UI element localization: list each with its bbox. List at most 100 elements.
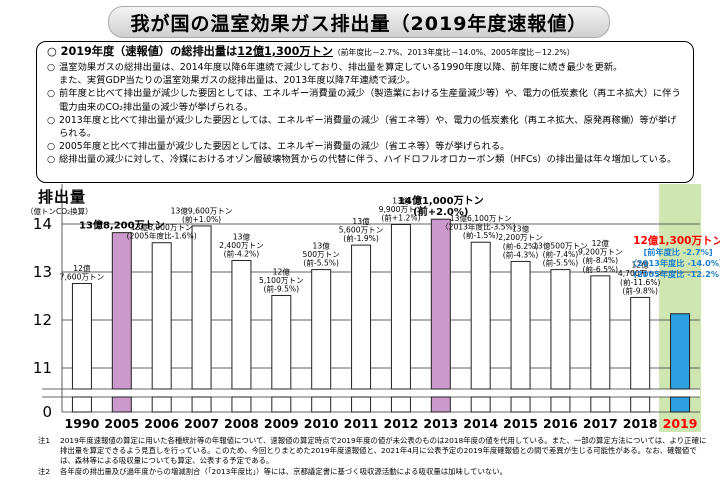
y-tick-label: 11 (33, 359, 52, 377)
bar-data-label: 9,900万トン (379, 205, 424, 214)
x-tick-label: 2013 (423, 416, 458, 431)
bar (311, 269, 332, 390)
footnote-text: 2019年度速報値の算定に用いた各種統計等の年報値について、速報値の算定時点で2… (60, 436, 707, 466)
bar (71, 283, 92, 390)
bar-data-label: (前-9.5%) (264, 284, 300, 294)
summary-bullet: ○ 2005年度と比べて排出量が減少した要因としては、エネルギー消費量の減少（省エ… (47, 140, 683, 153)
footnote-label: 注2 (38, 466, 51, 476)
bar (191, 225, 212, 390)
x-tick-label: 2009 (264, 416, 299, 431)
x-tick-label: 2016 (543, 416, 578, 431)
bar (430, 218, 451, 390)
bar-base (231, 396, 252, 413)
latest-data-label: (2005年度比 -12.2%) (633, 269, 720, 279)
bar-data-label: 12億 (632, 260, 650, 270)
bar (390, 223, 411, 390)
bar (351, 244, 372, 390)
bar-base (191, 396, 212, 413)
y-tick-label: 13 (33, 263, 52, 281)
bullet-text: また、実質GDP当たりの温室効果ガスの総排出量は、2013年度以降7年連続で減少… (59, 75, 416, 87)
bar (670, 313, 691, 390)
bar-base (271, 396, 292, 413)
footnote-text: 各年度の排出量及び過年度からの増減割合（「2013年度比」）等には、京都議定書に… (60, 466, 508, 476)
bar-data-label: 13億 (233, 231, 251, 241)
emissions-bar-chart: 12億7,600万トン13億8,200万トン13億6,000万トン(2005年度… (33, 184, 720, 432)
bar-data-label: 13億6,000万トン (131, 222, 193, 232)
bar-data-label: 13億 (313, 240, 331, 250)
x-tick-label: 2005 (104, 416, 139, 431)
y-axis-label: 排出量 (38, 188, 87, 206)
summary-bullet: ○ 総排出量の減少に対して、冷媒におけるオゾン層破壊物質からの代替に伴う、ハイドロ… (47, 153, 683, 166)
bar-data-label: (前-4.2%) (224, 248, 260, 258)
bar-data-label: 5,600万トン (339, 226, 384, 235)
bullet-marker: ○ (47, 62, 56, 73)
bar-base (430, 396, 451, 413)
x-tick-label: 2007 (184, 416, 219, 431)
bar-data-label: (前-1.9%) (343, 233, 379, 243)
bullet-marker: ○ (47, 141, 56, 153)
bar-data-label: (前-6.5%) (583, 264, 619, 274)
x-tick-label: 2015 (503, 416, 538, 431)
x-tick-label: 2011 (344, 416, 379, 431)
bar (151, 242, 172, 390)
latest-data-label: 12億1,300万トン (633, 234, 720, 247)
bar-data-label: 12億 (273, 266, 291, 276)
bullet-text: 温室効果ガスの総排出量は、2014年度以降6年連続で減少しており、排出量を算定し… (59, 62, 623, 73)
bar-data-label: 13億8,200万トン (79, 219, 165, 232)
y-tick-label: 0 (42, 403, 52, 421)
bar-data-label: (前-9.8%) (622, 285, 658, 295)
bar-base (630, 396, 651, 413)
headline-sub: （前年度比－2.7%、2013年度比－14.0%、2005年度比－12.2%） (332, 48, 575, 57)
bar-base (590, 396, 611, 413)
bar-base (111, 396, 132, 413)
axis-break (42, 389, 700, 397)
bar-data-label: 13億 (392, 195, 410, 205)
x-tick-label: 2010 (304, 416, 339, 431)
bar-data-label: 7,600万トン (60, 273, 105, 282)
bar (510, 260, 531, 390)
bar-data-label: 2,400万トン (219, 241, 264, 250)
bar-base (311, 396, 332, 413)
page-title: 我が国の温室効果ガス排出量（2019年度速報値） (108, 6, 610, 38)
x-tick-label: 2012 (384, 416, 419, 431)
footnote: 注2 各年度の排出量及び過年度からの増減割合（「2013年度比」）等には、京都議定… (38, 467, 708, 477)
bar (550, 269, 571, 390)
headline-value: 12億1,300万トン (237, 45, 333, 58)
bar-data-label: 13億9,600万トン (171, 205, 233, 215)
bar (590, 275, 611, 390)
bar-data-label: 13億 (512, 224, 530, 234)
bar-data-label: (前+1.2%) (381, 212, 420, 222)
bar-base (390, 396, 411, 413)
bullet-text: 総排出量の減少に対して、冷媒におけるオゾン層破壊物質からの代替に伴う、ハイドロフ… (59, 154, 677, 166)
bar-data-label: (前-4.3%) (503, 249, 539, 259)
bar-data-label: (前-7.4%) (543, 249, 579, 259)
x-tick-label: 2008 (224, 416, 259, 431)
summary-bullet: ○ 2013年度と比べて排出量が減少した要因としては、エネルギー消費量の減少（省エ… (47, 114, 683, 140)
bar-data-label: 13億500万トン (533, 240, 588, 250)
bar (231, 259, 252, 390)
x-tick-label: 2014 (463, 416, 498, 431)
bullet-marker: ○ (47, 88, 56, 100)
footnote-label: 注1 (38, 436, 51, 445)
summary-bullet: ○ 前年度と比べて排出量が減少した要因としては、エネルギー消費量の減少（製造業にお… (47, 87, 683, 113)
summary-box: ○ 2019年度（速報値）の総排出量は12億1,300万トン（前年度比－2.7%… (36, 41, 694, 183)
bar-data-label: (前+2.0%) (413, 205, 468, 218)
bar-base (151, 396, 172, 413)
bar-data-label: (前-8.4%) (583, 255, 619, 265)
x-tick-label: 2018 (623, 416, 658, 431)
x-tick-label: 2019 (663, 416, 698, 431)
bar-data-label: (前-1.5%) (463, 230, 499, 240)
footnotes: 注1 2019年度速報値の算定に用いた各種統計等の年報値について、速報値の算定時点… (38, 436, 708, 477)
bullet-marker: ○ (47, 154, 56, 166)
summary-bullet: ○ 温室効果ガスの総排出量は、2014年度以降6年連続で減少しており、排出量を算定… (47, 61, 683, 74)
bar-data-label: 14億1,000万トン (398, 194, 484, 207)
bar (271, 295, 292, 390)
bar-data-label: (前+1.0%) (182, 214, 221, 224)
y-tick-label: 14 (33, 215, 52, 233)
latest-data-label: [前年度比 -2.7%] (643, 247, 712, 257)
bar-data-label: (2005年度比-1.6%) (127, 231, 197, 241)
x-tick-label: 2006 (144, 416, 179, 431)
bar-data-label: 5,100万トン (259, 276, 304, 285)
bar-data-label: 13億6,100万トン (450, 213, 512, 223)
bar-data-label: 2,200万トン (498, 233, 543, 242)
